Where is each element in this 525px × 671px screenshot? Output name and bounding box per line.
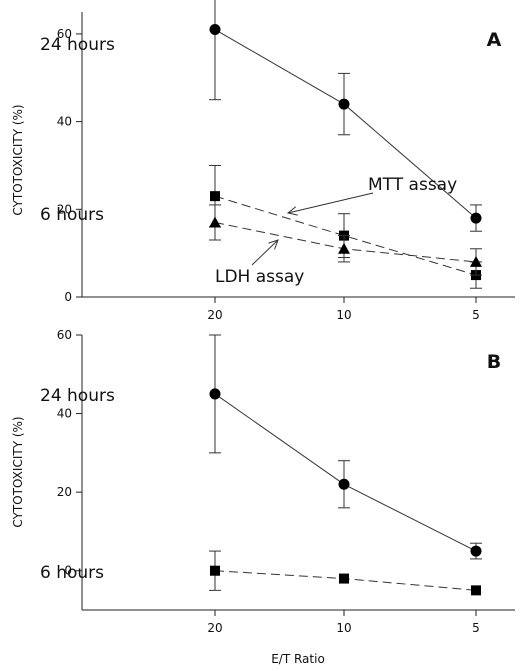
data-point-square (210, 191, 220, 202)
y-tick-label: 40 (57, 115, 72, 129)
annotation-label: MTT assay (368, 175, 457, 195)
y-tick-label: 40 (57, 407, 72, 421)
annotation-label: 24 hours (40, 35, 115, 55)
x-axis-title: E/T Ratio (271, 652, 325, 666)
data-point-triangle (209, 216, 221, 228)
panel-a-chart: 0 20 40 60 20 10 5 CYTOTOXICITY (%) A 24 hours 6 h… (11, 0, 515, 322)
y-tick-label: 60 (57, 328, 72, 342)
pointer-arrowhead (286, 206, 298, 216)
annotation-label: 6 hours (40, 205, 104, 225)
data-point-circle (209, 24, 221, 36)
x-tick-label: 20 (207, 308, 222, 322)
data-point-circle (338, 478, 350, 490)
y-tick-label: 20 (57, 485, 72, 499)
series-line (214, 393, 477, 552)
x-tick-label: 5 (472, 621, 480, 635)
x-tick-label: 10 (336, 621, 351, 635)
data-point-circle (470, 545, 482, 557)
panel-letter: B (487, 351, 501, 373)
pointer-arrow (287, 192, 374, 214)
data-point-circle (338, 98, 350, 110)
y-axis-title: CYTOTOXICITY (%) (11, 104, 25, 215)
data-point-triangle (338, 242, 350, 254)
y-tick-label: 0 (64, 564, 72, 578)
annotation-label: 24 hours (40, 386, 115, 406)
x-tick-label: 20 (207, 621, 222, 635)
data-point-circle (209, 388, 221, 400)
pointer-arrowhead (268, 239, 279, 250)
data-point-triangle (470, 255, 482, 267)
data-point-square (210, 565, 220, 576)
x-tick-label: 10 (336, 308, 351, 322)
pointer-arrow (251, 239, 279, 266)
data-point-circle (470, 212, 482, 224)
y-tick-label: 60 (57, 27, 72, 41)
y-tick-label: 20 (57, 202, 72, 216)
panel-b-chart: 0 20 40 60 20 10 5 CYTOTOXICITY (%) B 24 hours 6 h… (11, 328, 515, 635)
annotation-label: LDH assay (215, 267, 304, 287)
data-point-square (339, 573, 349, 584)
series-line (214, 221, 477, 263)
annotation-label: 6 hours (40, 563, 104, 583)
data-point-square (471, 585, 481, 596)
x-tick-label: 5 (472, 308, 480, 322)
panel-letter: A (487, 29, 502, 51)
y-axis-title: CYTOTOXICITY (%) (11, 416, 25, 527)
y-tick-label: 0 (64, 290, 72, 304)
